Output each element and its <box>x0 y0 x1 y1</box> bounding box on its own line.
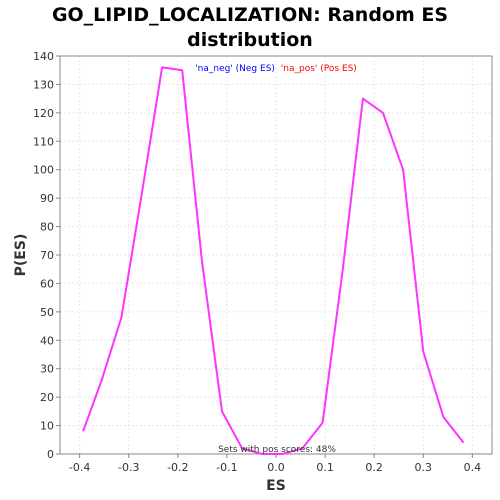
x-axis-title: ES <box>266 478 286 494</box>
y-tick-label: 100 <box>33 164 54 177</box>
x-tick-label: 0.3 <box>415 461 433 474</box>
y-axis-title: P(ES) <box>13 234 29 277</box>
x-tick-label: -0.2 <box>167 461 188 474</box>
y-tick-label: 60 <box>40 277 54 290</box>
chart-title-line1: GO_LIPID_LOCALIZATION: Random ES <box>52 4 448 26</box>
y-tick-label: 140 <box>33 50 54 63</box>
y-tick-label: 20 <box>40 391 54 404</box>
x-tick-label: 0.1 <box>316 461 334 474</box>
x-tick-label: -0.4 <box>69 461 90 474</box>
grid-lines <box>60 55 492 455</box>
x-tick-label: 0.4 <box>464 461 482 474</box>
x-axis-ticks: -0.4 -0.3 -0.2 -0.1 0.0 0.1 0.2 0.3 0.4 <box>69 454 481 474</box>
y-tick-label: 0 <box>47 448 54 461</box>
y-tick-label: 70 <box>40 249 54 262</box>
y-tick-label: 50 <box>40 306 54 319</box>
legend: 'na_neg' (Neg ES) 'na_pos' (Pos ES) <box>195 64 357 74</box>
x-tick-label: 0.2 <box>365 461 383 474</box>
y-tick-label: 40 <box>40 334 54 347</box>
y-tick-label: 130 <box>33 78 54 91</box>
y-tick-label: 10 <box>40 420 54 433</box>
x-tick-label: -0.1 <box>216 461 237 474</box>
y-tick-label: 120 <box>33 107 54 120</box>
chart-title-line2: distribution <box>187 29 313 51</box>
series-layer <box>82 66 465 455</box>
x-tick-label: 0.0 <box>267 461 285 474</box>
pos-scores-annotation: Sets with pos scores: 48% <box>218 445 336 455</box>
y-tick-label: 110 <box>33 135 54 148</box>
legend-item-neg: 'na_neg' (Neg ES) <box>195 64 275 74</box>
y-tick-label: 80 <box>40 221 54 234</box>
y-axis-ticks: 0 10 20 30 40 50 60 70 80 90 100 110 120 130 140 <box>33 50 60 461</box>
series-line <box>82 66 465 455</box>
y-tick-label: 30 <box>40 363 54 376</box>
y-tick-label: 90 <box>40 192 54 205</box>
x-tick-label: -0.3 <box>118 461 139 474</box>
legend-item-pos: 'na_pos' (Pos ES) <box>281 64 357 74</box>
